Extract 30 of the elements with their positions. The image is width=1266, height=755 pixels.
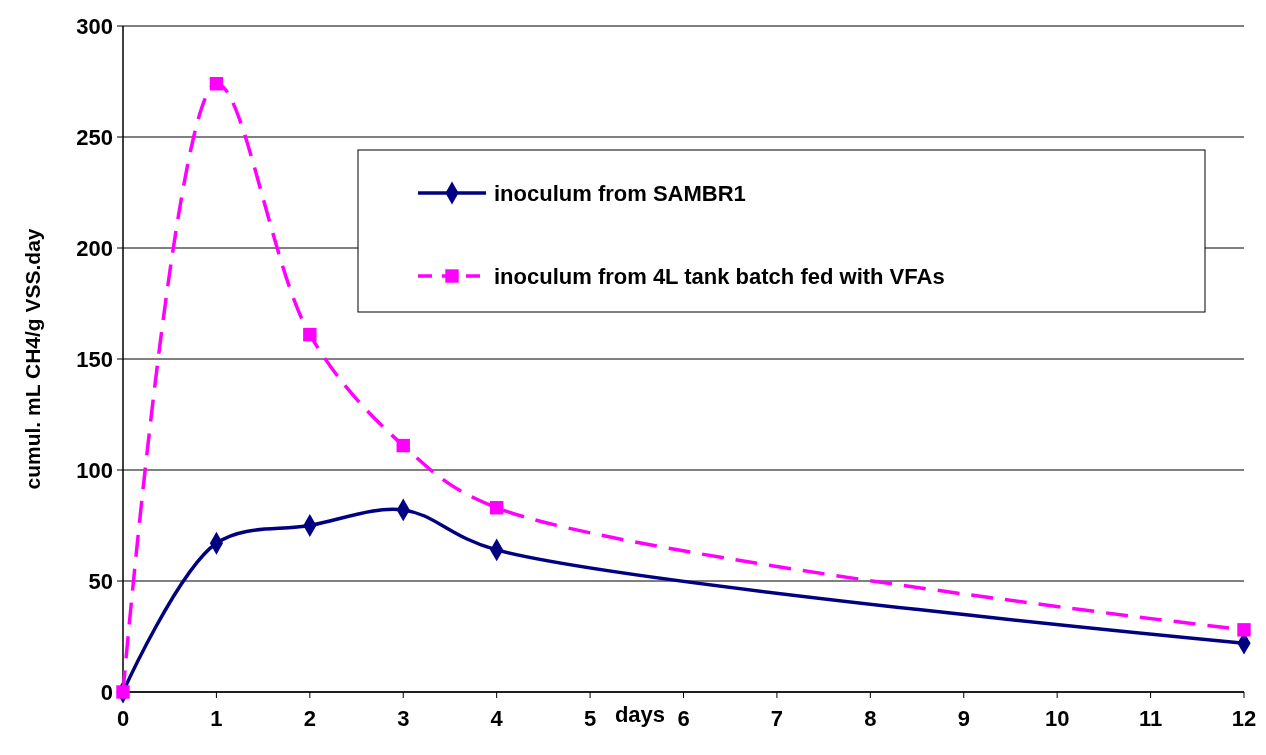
x-tick-label: 10 bbox=[1044, 706, 1070, 731]
x-tick-label: 11 bbox=[1138, 706, 1163, 731]
y-tick-label: 250 bbox=[76, 124, 113, 150]
x-tick-label: 8 bbox=[864, 706, 877, 731]
y-tick-label: 300 bbox=[76, 13, 113, 39]
point bbox=[303, 327, 317, 342]
x-tick-label: 4 bbox=[490, 706, 504, 731]
x-tick-label: 2 bbox=[303, 706, 316, 731]
y-axis-title: cumul. mL CH4/g VSS.day bbox=[21, 228, 44, 490]
x-tick-label: 9 bbox=[957, 706, 970, 731]
x-tick-label: 6 bbox=[677, 706, 690, 731]
x-tick-label: 0 bbox=[116, 706, 130, 731]
x-tick-label: 3 bbox=[397, 706, 410, 731]
legend-label: inoculum from SAMBR1 bbox=[494, 180, 746, 206]
point bbox=[489, 501, 504, 515]
x-tick-label: 7 bbox=[770, 706, 784, 731]
y-tick-label: 200 bbox=[76, 235, 113, 261]
point bbox=[1237, 623, 1251, 637]
point bbox=[116, 685, 130, 699]
point bbox=[209, 77, 224, 91]
x-tick-label: 1 bbox=[210, 706, 223, 731]
x-tick-label: 5 bbox=[583, 706, 597, 731]
y-tick-label: 0 bbox=[100, 679, 113, 705]
legend-label: inoculum from 4L tank batch fed with VFAs bbox=[494, 263, 945, 289]
x-axis-title: days bbox=[614, 702, 666, 727]
x-tick-label: 12 bbox=[1231, 706, 1257, 731]
y-tick-label: 100 bbox=[76, 457, 113, 483]
y-tick-label: 50 bbox=[88, 568, 113, 594]
point bbox=[396, 438, 410, 453]
y-tick-label: 150 bbox=[76, 346, 113, 372]
